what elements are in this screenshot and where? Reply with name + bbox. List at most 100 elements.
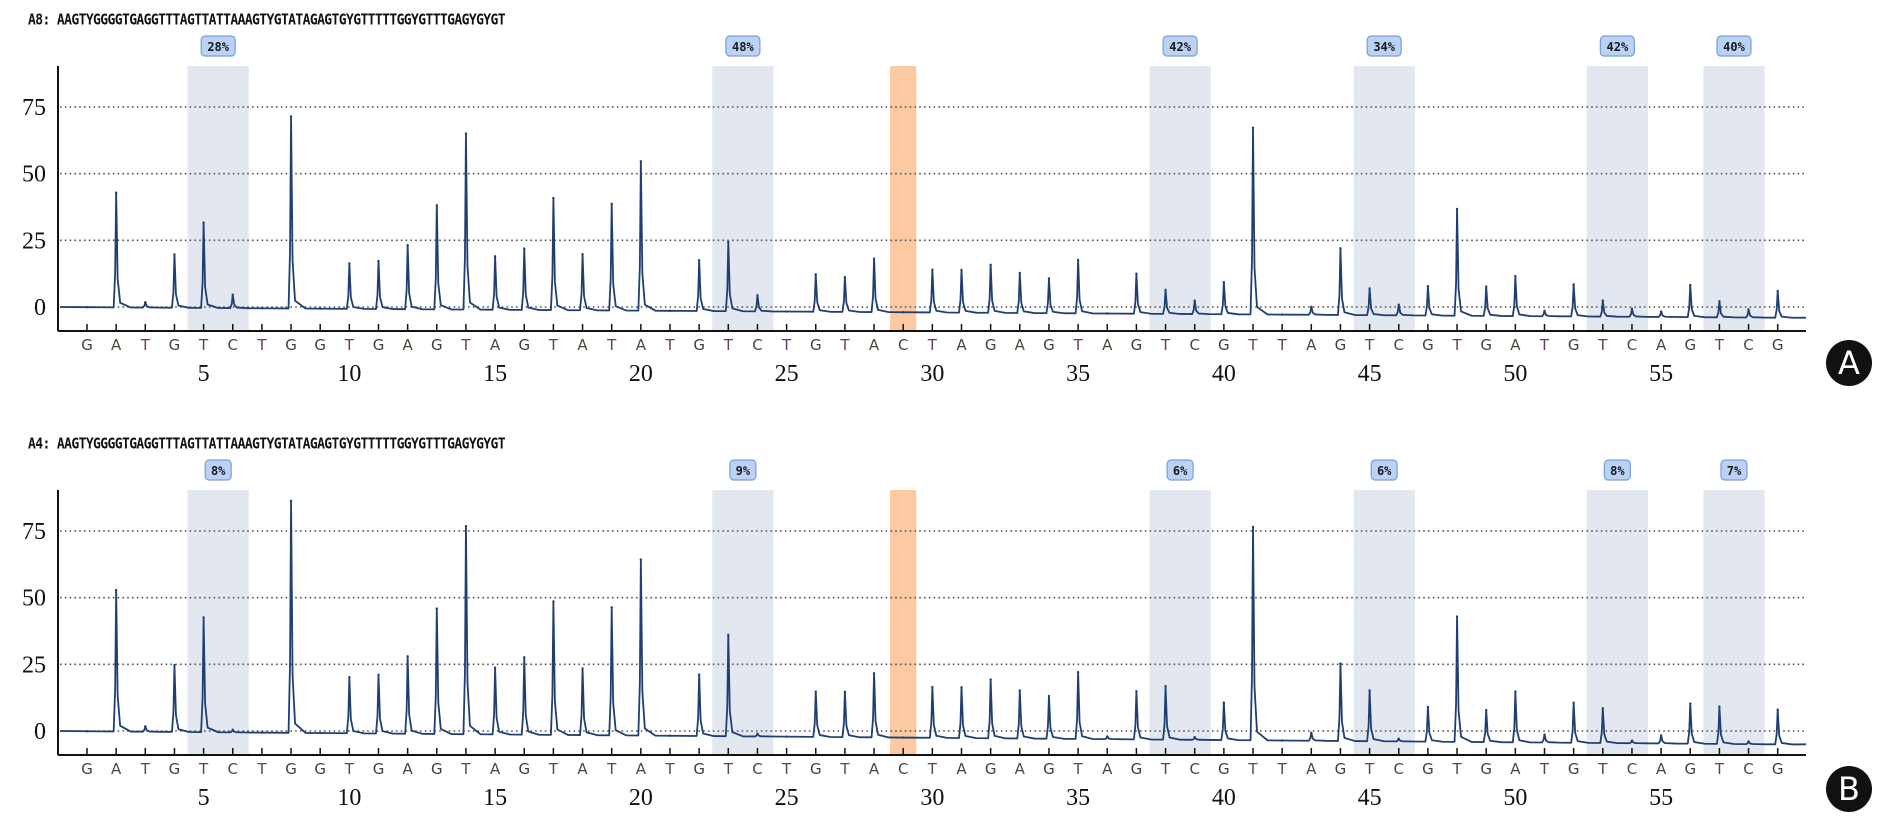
sequence-b: AAGTYGGGGTGAGGTTTAGTTATTAAAGTYGTATAGAGTG… [56,436,506,454]
cpg-band [712,66,774,331]
dispensation-base: A [403,336,414,354]
peak-point [1659,734,1663,737]
dispensation-base: T [548,760,559,778]
peak-point [1689,283,1692,287]
x-tick-label: 15 [483,785,507,811]
cpg-band [1149,66,1211,331]
peak-point [85,730,89,733]
dispensation-base: T [723,336,734,354]
dispensation-base: T [1597,336,1608,354]
dispensation-base: C [1627,336,1637,354]
cpg-band [1703,66,1765,331]
y-tick-label: 75 [22,519,46,545]
peak-point [989,678,992,681]
peak-point [1426,705,1430,709]
dispensation-base: G [431,760,443,778]
x-tick-label: 40 [1212,361,1236,387]
x-tick-label: 20 [629,785,653,811]
peak-point [260,307,264,310]
peak-point [1397,303,1400,306]
peak-point [1251,126,1255,129]
peak-point [1572,283,1575,286]
peak-point [464,132,468,135]
y-tick-label: 50 [22,162,46,188]
dispensation-base: T [1160,760,1171,778]
peak-point [1164,685,1167,688]
sequence-to-analyze-b: A4: AAGTYGGGGTGAGGTTTAGTTATTAAAGTYGTATAG… [28,436,506,454]
peak-point [1485,285,1488,288]
methylation-badge [1603,459,1631,481]
peak-point [1193,735,1196,739]
x-tick-label: 20 [629,361,653,387]
methylation-badge [1599,35,1635,57]
peak-point [1601,299,1605,302]
dispensation-base: G [1422,336,1434,354]
methylation-badge [204,459,232,481]
peak-point [523,656,526,659]
dispensation-base: C [228,336,238,354]
y-tick-label: 75 [22,95,46,121]
dispensation-base: G [1218,336,1230,354]
peak-point [1747,740,1750,743]
pyrogram-trace [59,499,1807,746]
peak-point [756,732,759,735]
dispensation-base: G [1131,336,1143,354]
peak-point [727,240,730,244]
dispensation-base: G [169,760,181,778]
dispensation-base: T [781,760,792,778]
peak-point [319,731,322,735]
dispensation-base: G [314,760,326,778]
peak-point [1514,690,1517,693]
y-tick-label: 0 [34,295,46,321]
peak-point [610,202,613,205]
dispensation-base: A [1510,336,1521,354]
methylation-label: 48% [732,40,754,54]
dispensation-base: A [490,760,501,778]
dispensation-base: T [1073,760,1084,778]
peak-point [114,588,118,592]
peak-point [406,243,409,247]
dispensation-base: T [781,336,792,354]
peak-point [872,672,876,675]
x-tick-label: 45 [1358,361,1382,387]
dispensation-base: T [927,760,938,778]
dispensation-base: G [285,336,297,354]
dispensation-base: T [548,336,559,354]
x-tick-label: 10 [337,785,361,811]
methylation-label: 40% [1723,40,1745,54]
dispensation-base: G [693,760,705,778]
peak-point [581,253,584,256]
dispensation-base: C [1394,760,1404,778]
x-tick-label: 50 [1503,361,1527,387]
dispensation-base: G [169,336,181,354]
sequence-to-analyze-a: A8: AAGTYGGGGTGAGGTTTAGTTATTAAAGTYGTATAG… [28,12,506,29]
peak-point [289,115,293,118]
x-tick-label: 10 [337,361,361,387]
x-tick-label: 5 [198,361,210,387]
dispensation-base: G [1422,760,1434,778]
dispensation-base: G [314,336,326,354]
dispensation-base: G [985,760,997,778]
dispensation-base: A [403,760,414,778]
peak-point [202,616,205,619]
dispensation-base: T [1073,336,1084,354]
bisulfite-control-band [890,66,917,331]
cpg-band [187,490,249,755]
peak-point [1718,705,1721,708]
dispensation-base: T [1714,760,1725,778]
peak-point [1747,308,1750,311]
peak-point [377,673,380,677]
dispensation-base: T [839,760,850,778]
dispensation-base: T [723,760,734,778]
peak-point [1106,312,1109,315]
dispensation-base: T [1597,760,1608,778]
peak-point [960,268,963,272]
methylation-badge [729,459,757,481]
cpg-band [1586,490,1648,755]
peak-point [1455,207,1459,211]
peak-point [610,606,613,609]
peak-point [1251,525,1255,529]
x-tick-label: 55 [1649,361,1673,387]
peak-point [902,736,905,739]
